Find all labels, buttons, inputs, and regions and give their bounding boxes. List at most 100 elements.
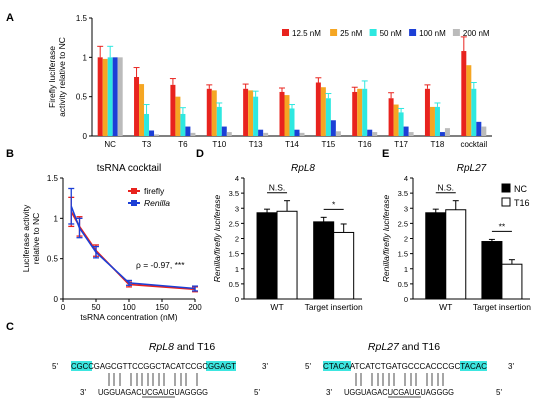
- legend-label-a: 50 nM: [380, 29, 403, 38]
- bar-a: [175, 96, 181, 136]
- legend-swatch-e: [501, 197, 511, 207]
- tsrna-seq-left: UGGUAGACUCGAUGUAGGGG: [98, 387, 208, 397]
- chart-e: RpL27 0 0.5 1 1.5 2 2.5 3 3.5 4 Renilla/firefly lu…: [381, 163, 531, 312]
- bar-a: [139, 84, 145, 136]
- seq-highlight-right-2: [460, 361, 487, 371]
- bar-a: [424, 88, 430, 136]
- panel-label-b: B: [6, 148, 14, 160]
- target-seq-rpl27: CTACAATCATCTGATGCCCACCCGCTACAC: [323, 361, 487, 371]
- bar-a: [325, 98, 331, 136]
- bar-a: [226, 132, 232, 136]
- y-axis-title-line-a: Firefly luciferase: [47, 46, 57, 108]
- bar-a: [408, 132, 414, 136]
- bar-a: [388, 98, 394, 136]
- bar-a: [112, 57, 118, 137]
- prime5-bottom-left: 5': [254, 388, 260, 397]
- panel-c-right-gene: RpL27: [368, 341, 400, 353]
- bar-e: [501, 263, 523, 300]
- bar-a: [434, 106, 440, 136]
- prime5-bottom-right: 5': [496, 388, 502, 397]
- bar-a: [134, 77, 140, 136]
- bar-a: [97, 57, 103, 137]
- x-tick-label-e: WT: [439, 302, 452, 312]
- bar-a: [243, 88, 249, 136]
- bar-a: [180, 113, 186, 136]
- base-pair-lines-left: [108, 373, 198, 386]
- bar-a: [185, 126, 191, 136]
- bar-a: [367, 129, 373, 136]
- bar-a: [439, 132, 445, 136]
- bar-a: [362, 88, 368, 136]
- x-tick-label-a: cocktail: [460, 140, 487, 149]
- panel-label-c: C: [6, 321, 14, 333]
- y-tick-label-b: 0.5: [47, 255, 59, 264]
- legend-label-a: 25 nM: [340, 29, 363, 38]
- tsrna-seq-right: UGGUAGACUCGAUGUAGGGG: [344, 387, 454, 397]
- y-axis-title-b: Luciferase activityrelative to NC: [21, 204, 41, 272]
- bar-d: [313, 221, 335, 300]
- y-tick-label-d: 2: [235, 235, 239, 244]
- chart-b: tsRNA cocktail 0 0.5 1 1.5 0 50 100 150 200 tsRNA …: [21, 163, 202, 322]
- panel-c-right-title: RpL27 and T16: [368, 341, 440, 353]
- significance-label-e: N.S.: [437, 183, 454, 193]
- bar-e: [481, 241, 503, 300]
- bar-a: [258, 129, 264, 136]
- y-tick-label-e: 2.5: [398, 219, 408, 228]
- bar-a: [107, 57, 113, 137]
- bar-a: [335, 131, 341, 136]
- x-tick-label-a: T15: [321, 140, 335, 149]
- y-tick-label-d: 4: [235, 174, 239, 183]
- bar-a: [190, 132, 196, 136]
- y-axis-title-line-a: activity relative to NC: [57, 37, 67, 117]
- bar-a: [320, 87, 326, 136]
- y-tick-label-a: 0.5: [76, 93, 88, 102]
- legend-label-e: T16: [514, 198, 530, 208]
- bar-a: [471, 88, 477, 136]
- panel-c-left-gene: RpL8: [149, 341, 174, 353]
- y-tick-label-d: 3: [235, 204, 239, 213]
- x-tick-label-b: 0: [61, 303, 66, 312]
- seq-highlight-left-1: [71, 361, 92, 371]
- x-tick-label-d: WT: [270, 302, 283, 312]
- legend-swatch-a: [452, 29, 460, 36]
- legend-swatch-a: [409, 29, 417, 36]
- y-tick-label-e: 3.5: [398, 189, 408, 198]
- bar-a: [476, 121, 482, 136]
- panel-c-left-title: RpL8 and T16: [149, 341, 216, 353]
- legend-swatch-a: [330, 29, 338, 36]
- x-tick-label-a: NC: [104, 140, 116, 149]
- y-tick-label-d: 0: [235, 295, 239, 304]
- panel-c-right: RpL27 and T16 5' CTACAATCATCTGATGCCCACCC…: [305, 341, 514, 398]
- bar-a: [154, 134, 160, 136]
- y-tick-label-d: 0.5: [229, 280, 239, 289]
- y-tick-label-a: 1.5: [76, 14, 88, 23]
- panel-label-a: A: [6, 12, 14, 24]
- bar-a: [279, 91, 285, 136]
- significance-label-d: *: [332, 199, 336, 209]
- prime5-top-right: 5': [305, 362, 311, 371]
- bar-a: [393, 104, 399, 136]
- panel-c-left: RpL8 and T16 5' CGCCGAGCGTTCCGGCTACATCCG…: [52, 341, 268, 398]
- y-axis-title-d: Renilla/firefly luciferase: [212, 195, 222, 283]
- y-tick-label-a: 0: [83, 132, 88, 141]
- bar-d: [276, 210, 298, 300]
- prime3-bottom-left: 3': [80, 388, 86, 397]
- significance-label-e: **: [499, 221, 506, 231]
- legend-swatch-e: [501, 183, 511, 193]
- x-tick-label-b: 100: [122, 303, 136, 312]
- y-axis-title-e: Renilla/firefly luciferase: [381, 195, 391, 283]
- y-tick-label-e: 4: [404, 174, 408, 183]
- legend-marker-b: [131, 188, 137, 194]
- panel-label-e: E: [382, 148, 389, 160]
- bar-a: [357, 88, 363, 136]
- x-tick-label-a: T6: [178, 140, 188, 149]
- legend-marker-b: [131, 200, 137, 206]
- y-axis-title-a: Firefly luciferaseactivity relative to N…: [47, 37, 67, 117]
- y-tick-label-b: 1.5: [47, 174, 59, 183]
- x-tick-label-a: T17: [394, 140, 408, 149]
- x-tick-label-b: 150: [155, 303, 169, 312]
- prime5-top-left: 5': [52, 362, 58, 371]
- legend-label-a: 100 nM: [419, 29, 446, 38]
- target-seq-rpl8: CGCCGAGCGTTCCGGCTACATCCGCGGAGT: [71, 361, 236, 371]
